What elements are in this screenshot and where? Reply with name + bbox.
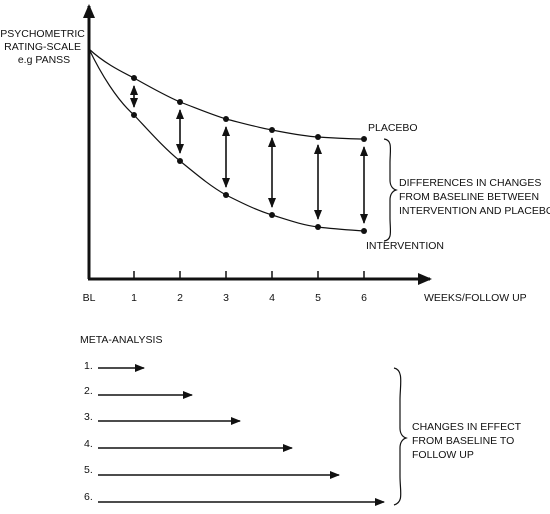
intervention-point-2 xyxy=(177,158,183,164)
y-axis-label-line-1: PSYCHOMETRIC xyxy=(0,28,85,40)
meta-brace xyxy=(393,367,408,506)
placebo-points xyxy=(131,75,367,142)
difference-brace-label-line-1: DIFFERENCES IN CHANGES xyxy=(399,177,541,189)
meta-brace-label-line-1: CHANGES IN EFFECT xyxy=(412,421,522,433)
meta-item-5-label: 5. xyxy=(84,464,93,476)
meta-item-6-label: 6. xyxy=(84,491,93,503)
intervention-point-5 xyxy=(315,224,321,230)
x-tick-label-bl: BL xyxy=(83,292,96,304)
x-tick-label-1: 1 xyxy=(131,292,137,304)
y-axis-label-line-2: RATING-SCALE xyxy=(4,41,81,53)
meta-arrows xyxy=(98,364,385,506)
intervention-point-6 xyxy=(361,228,367,234)
placebo-label: PLACEBO xyxy=(368,122,418,134)
difference-brace-label-line-2: FROM BASELINE BETWEEN xyxy=(399,191,539,203)
y-axis-label-line-3: e.g PANSS xyxy=(18,54,70,66)
meta-analysis-title: META-ANALYSIS xyxy=(80,334,162,346)
x-tick-label-4: 4 xyxy=(269,292,275,304)
intervention-point-3 xyxy=(223,192,229,198)
x-tick-label-3: 3 xyxy=(223,292,229,304)
difference-arrows xyxy=(130,85,368,224)
x-axis-label: WEEKS/FOLLOW UP xyxy=(424,292,527,304)
meta-item-1-label: 1. xyxy=(84,360,93,372)
placebo-point-3 xyxy=(223,116,229,122)
x-tick-label-5: 5 xyxy=(315,292,321,304)
y-axis-label: PSYCHOMETRIC RATING-SCALE e.g PANSS xyxy=(0,28,88,66)
difference-brace-label: DIFFERENCES IN CHANGES FROM BASELINE BET… xyxy=(399,177,550,217)
intervention-point-1 xyxy=(131,112,137,118)
difference-brace xyxy=(383,138,398,242)
placebo-curve xyxy=(88,48,365,140)
placebo-point-1 xyxy=(131,75,137,81)
x-tick-label-2: 2 xyxy=(177,292,183,304)
meta-brace-label-line-2: FROM BASELINE TO xyxy=(412,435,514,447)
x-ticks xyxy=(133,271,365,279)
meta-item-3-label: 3. xyxy=(84,411,93,423)
intervention-point-4 xyxy=(269,212,275,218)
intervention-points xyxy=(131,112,367,234)
meta-brace-label-line-3: FOLLOW UP xyxy=(412,449,474,461)
intervention-label: INTERVENTION xyxy=(366,240,444,252)
placebo-point-4 xyxy=(269,127,275,133)
meta-item-4-label: 4. xyxy=(84,438,93,450)
meta-brace-label: CHANGES IN EFFECT FROM BASELINE TO FOLLO… xyxy=(412,421,524,461)
difference-brace-label-line-3: INTERVENTION AND PLACEBO xyxy=(399,205,550,217)
placebo-point-5 xyxy=(315,134,321,140)
meta-item-2-label: 2. xyxy=(84,385,93,397)
placebo-point-6 xyxy=(361,136,367,142)
placebo-point-2 xyxy=(177,99,183,105)
x-tick-label-6: 6 xyxy=(361,292,367,304)
